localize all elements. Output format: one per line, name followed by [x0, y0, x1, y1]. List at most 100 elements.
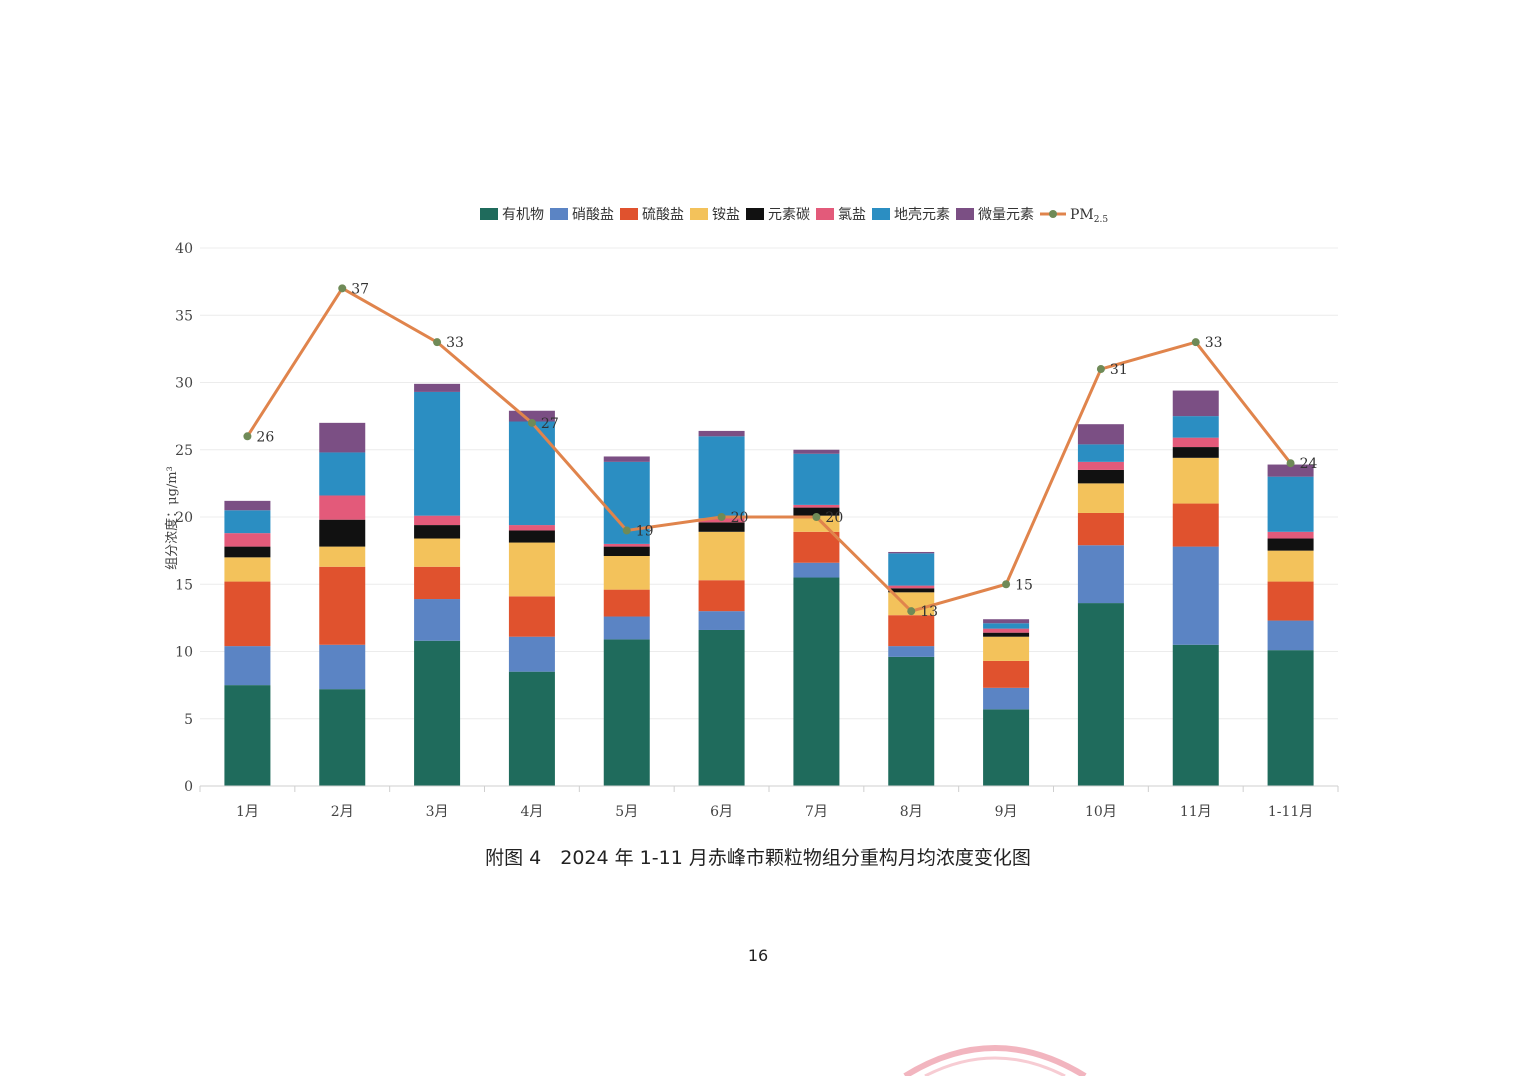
pm25-point — [527, 418, 536, 427]
bar-segment-6 — [603, 543, 650, 547]
pm25-line: 26 37 33 27 19 20 20 13 15 31 33 24 — [243, 281, 1317, 620]
bar-segment-1 — [1172, 644, 1219, 786]
bar-segment-7 — [1267, 476, 1314, 532]
bar-segment-6 — [508, 525, 555, 531]
x-tick-label: 1-11月 — [1268, 804, 1313, 820]
bar-segment-5 — [1267, 538, 1314, 551]
bar-segment-6 — [1267, 531, 1314, 539]
bar-segment-2 — [508, 636, 555, 672]
x-tick-label: 10月 — [1085, 804, 1117, 820]
bar-segment-5 — [1172, 447, 1219, 458]
legend-label: 铵盐 — [712, 207, 740, 223]
pm25-point — [812, 513, 821, 521]
y-tick-label: 10 — [175, 645, 193, 661]
red-seal-stamp — [903, 1045, 1087, 1076]
bar-segment-1 — [793, 577, 840, 786]
bar-segment-1 — [698, 629, 745, 786]
bar-segment-2 — [888, 646, 935, 657]
bar-segment-3 — [1077, 512, 1124, 546]
pm25-data-label: 15 — [1015, 577, 1033, 593]
pm25-data-label: 20 — [731, 510, 749, 526]
bar-segment-3 — [603, 589, 650, 617]
pm25-data-label: 26 — [256, 429, 274, 445]
y-axis-title: 组分浓度：μg/m³ — [164, 466, 180, 570]
pm25-point — [1286, 459, 1295, 468]
bar-segment-6 — [888, 585, 935, 589]
bar-segment-3 — [1267, 581, 1314, 621]
bar-segment-2 — [983, 687, 1030, 710]
x-tick-label: 4月 — [520, 804, 543, 820]
bar-segment-3 — [983, 660, 1030, 688]
legend-swatch — [690, 208, 708, 220]
bar-segment-2 — [793, 562, 840, 578]
bar-segment-1 — [1267, 650, 1314, 786]
pm25-point — [622, 526, 631, 535]
bar-segment-8 — [983, 619, 1030, 624]
bar-segment-4 — [224, 557, 271, 582]
bar-segment-1 — [508, 671, 555, 786]
bar-segment-2 — [1267, 620, 1314, 651]
bar-segment-7 — [319, 452, 366, 496]
bar-segment-5 — [793, 507, 840, 516]
bar-segment-7 — [1077, 444, 1124, 462]
x-tick-label: 9月 — [995, 804, 1018, 820]
pm25-point — [1191, 338, 1200, 347]
legend-swatch — [550, 208, 568, 220]
legend-label: 元素碳 — [768, 207, 810, 223]
bar-segment-1 — [414, 640, 461, 786]
pm25-polyline — [246, 286, 1292, 613]
legend-label: 有机物 — [502, 207, 544, 223]
bar-segment-8 — [414, 383, 461, 392]
bar-segment-5 — [1077, 469, 1124, 484]
pm25-point — [1096, 365, 1105, 374]
y-tick-label: 15 — [175, 577, 193, 593]
bar-segment-2 — [319, 644, 366, 690]
legend-swatch — [816, 208, 834, 220]
y-tick-label: 5 — [184, 712, 193, 728]
legend-label: 硝酸盐 — [572, 207, 614, 223]
legend-swatch — [746, 208, 764, 220]
bar-segment-7 — [793, 453, 840, 505]
bar-segment-2 — [1172, 546, 1219, 645]
bar-segment-4 — [1077, 483, 1124, 513]
bar-segment-8 — [888, 551, 935, 554]
bar-segment-1 — [319, 689, 366, 786]
x-tick-label: 1月 — [236, 804, 259, 820]
bar-segment-8 — [319, 422, 366, 453]
bar-segment-3 — [1172, 503, 1219, 547]
bar-segment-5 — [888, 588, 935, 593]
pm25-point — [907, 607, 916, 616]
bar-segment-6 — [1077, 461, 1124, 470]
bars — [224, 383, 1314, 786]
pm25-point — [433, 338, 442, 347]
pm25-data-label: 37 — [351, 281, 369, 297]
bar-segment-7 — [698, 436, 745, 519]
legend-swatch — [956, 208, 974, 220]
legend-swatch — [480, 208, 498, 220]
bar-segment-5 — [698, 522, 745, 532]
bar-segment-8 — [224, 500, 271, 511]
x-tick-label: 11月 — [1180, 804, 1212, 820]
bar-segment-3 — [793, 531, 840, 563]
bar-segment-4 — [319, 546, 366, 567]
legend-label: 地壳元素 — [894, 206, 950, 223]
bar-segment-7 — [224, 510, 271, 534]
legend-label: 硫酸盐 — [642, 207, 684, 223]
bar-segment-2 — [603, 616, 650, 640]
bar-segment-1 — [603, 639, 650, 786]
pm25-data-label: 24 — [1300, 456, 1318, 472]
bar-segment-4 — [983, 636, 1030, 661]
pm25-point — [717, 513, 726, 521]
bar-segment-8 — [793, 449, 840, 454]
x-tick-label: 5月 — [615, 804, 638, 820]
bar-segment-3 — [319, 566, 366, 645]
bar-segment-1 — [888, 656, 935, 786]
bar-segment-4 — [414, 538, 461, 567]
bar-segment-3 — [698, 580, 745, 612]
bar-segment-5 — [508, 530, 555, 543]
pm25-point — [1002, 580, 1011, 589]
bar-segment-5 — [983, 632, 1030, 637]
legend-line-marker — [1049, 210, 1057, 218]
x-tick-label: 2月 — [331, 804, 354, 820]
bar-segment-6 — [793, 504, 840, 508]
